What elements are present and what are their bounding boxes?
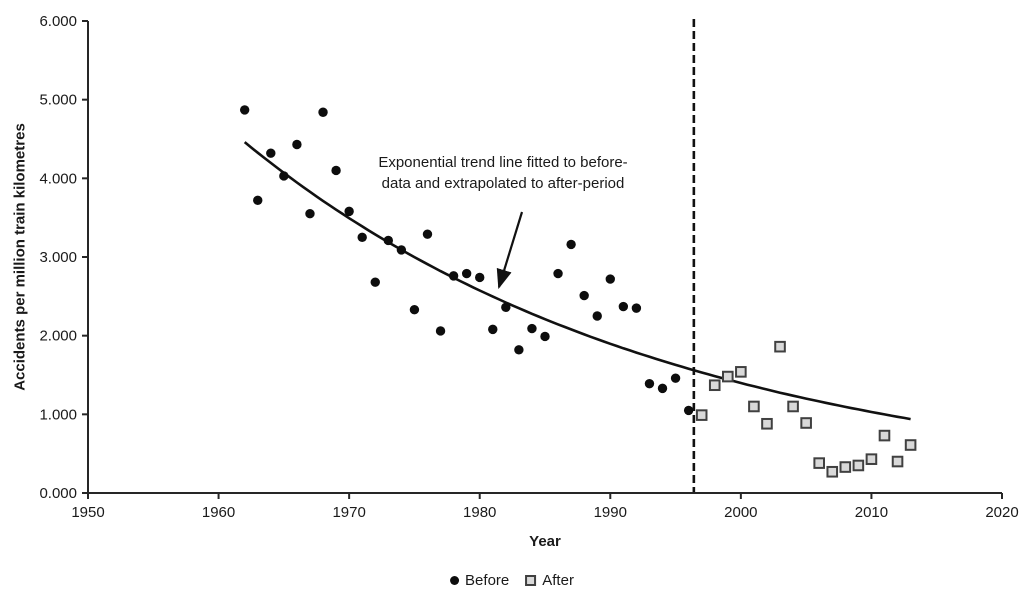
data-point-after bbox=[878, 429, 891, 442]
data-point-after bbox=[865, 453, 878, 465]
data-point-after bbox=[839, 461, 852, 473]
data-point-after bbox=[813, 457, 826, 469]
data-point-before bbox=[618, 301, 629, 312]
y-tick-label: 1.000 bbox=[39, 406, 77, 423]
legend-item-before: Before bbox=[450, 572, 509, 589]
trend-annotation-line2: data and extrapolated to after-period bbox=[381, 175, 625, 192]
x-tick-label: 2000 bbox=[724, 504, 757, 521]
y-axis-title: Accidents per million train kilometres bbox=[11, 123, 29, 391]
data-point-before bbox=[396, 245, 407, 255]
data-point-after bbox=[722, 370, 734, 383]
data-point-before bbox=[592, 311, 602, 321]
trend-annotation: Exponential trend line fitted to before-… bbox=[378, 152, 627, 194]
x-tick-label: 1950 bbox=[71, 504, 104, 521]
data-point-before bbox=[514, 345, 524, 355]
data-point-before bbox=[318, 107, 328, 117]
data-point-before bbox=[279, 171, 289, 181]
legend-label-before: Before bbox=[465, 572, 510, 589]
data-point-before bbox=[540, 331, 550, 342]
data-point-before bbox=[631, 303, 642, 313]
data-point-after bbox=[774, 340, 786, 353]
data-point-before bbox=[683, 405, 694, 416]
data-point-before bbox=[605, 274, 615, 284]
x-tick-label: 2020 bbox=[985, 504, 1018, 521]
data-point-after bbox=[695, 409, 708, 421]
data-point-after bbox=[826, 465, 839, 478]
before-marker-icon bbox=[450, 576, 460, 585]
data-point-after bbox=[708, 379, 721, 392]
data-point-after bbox=[904, 439, 917, 451]
data-point-before bbox=[657, 383, 668, 394]
x-tick-label: 1960 bbox=[202, 504, 235, 521]
y-tick-label: 4.000 bbox=[39, 170, 77, 187]
x-axis-title: Year bbox=[529, 533, 561, 550]
data-point-after bbox=[761, 417, 773, 430]
after-marker-icon bbox=[525, 575, 537, 586]
y-tick-label: 3.000 bbox=[39, 249, 77, 266]
trend-annotation-line1: Exponential trend line fitted to before- bbox=[378, 154, 628, 171]
data-point-before bbox=[344, 206, 354, 217]
legend: Before After bbox=[450, 572, 574, 589]
data-point-before bbox=[553, 268, 563, 279]
data-point-before bbox=[579, 290, 589, 301]
data-point-before bbox=[409, 305, 420, 315]
y-tick-label: 2.000 bbox=[39, 328, 77, 345]
data-point-after bbox=[800, 417, 812, 429]
data-point-before bbox=[566, 239, 576, 250]
x-tick-label: 1970 bbox=[332, 504, 365, 521]
data-point-before bbox=[475, 272, 485, 283]
data-point-before bbox=[292, 139, 302, 150]
data-point-before bbox=[357, 232, 367, 243]
data-point-before bbox=[501, 302, 511, 313]
data-point-before bbox=[448, 271, 459, 281]
exponential-trend-line bbox=[243, 141, 911, 421]
x-tick-label: 1980 bbox=[463, 504, 496, 521]
data-point-before bbox=[239, 105, 250, 115]
x-tick-label: 1990 bbox=[594, 504, 627, 521]
y-tick-label: 0.000 bbox=[39, 485, 77, 502]
data-point-before bbox=[370, 277, 380, 287]
data-point-before bbox=[435, 326, 446, 336]
data-point-before bbox=[644, 378, 655, 389]
y-tick-label: 5.000 bbox=[39, 92, 77, 109]
data-point-after bbox=[891, 455, 904, 468]
data-point-before bbox=[488, 324, 498, 335]
data-point-before bbox=[331, 165, 341, 176]
legend-item-after: After bbox=[525, 572, 574, 589]
data-point-after bbox=[852, 459, 865, 472]
y-tick-label: 6.000 bbox=[39, 13, 77, 30]
data-point-after bbox=[735, 366, 747, 378]
data-point-after bbox=[748, 400, 760, 413]
x-tick-label: 2010 bbox=[855, 504, 888, 521]
data-point-before bbox=[383, 235, 394, 246]
data-point-before bbox=[670, 373, 681, 383]
legend-label-after: After bbox=[542, 572, 574, 589]
data-point-after bbox=[787, 400, 799, 413]
data-point-before bbox=[266, 148, 276, 158]
annotation-arrow bbox=[496, 211, 524, 290]
data-point-before bbox=[253, 195, 263, 206]
data-point-before bbox=[527, 323, 537, 334]
data-point-before bbox=[461, 268, 472, 279]
data-point-before bbox=[305, 209, 315, 219]
data-point-before bbox=[422, 229, 433, 239]
